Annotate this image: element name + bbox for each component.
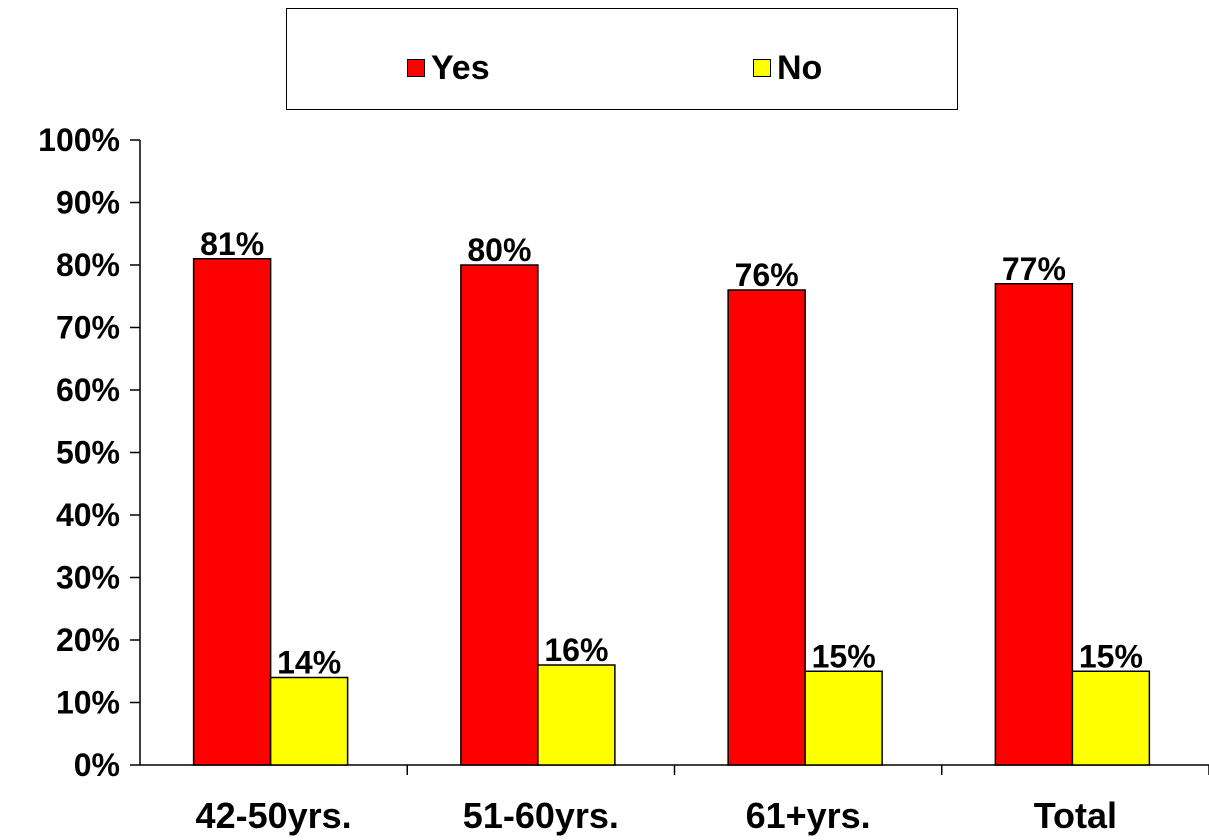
x-tick-label: 42-50yrs. [196,795,352,836]
data-label-yes: 77% [1002,251,1066,287]
y-tick-label: 80% [56,247,120,283]
data-label-no: 16% [544,632,608,668]
legend-item-no: No [753,51,822,85]
legend-label-yes: Yes [431,49,490,87]
bar-no [1071,670,1151,766]
data-label-no: 15% [1079,638,1143,674]
bar-yes [192,258,272,766]
x-tick-label: 51-60yrs. [463,795,619,836]
data-label-no: 15% [812,638,876,674]
bar-yes [994,283,1074,766]
y-tick-label: 70% [56,310,120,346]
y-tick-label: 10% [56,685,120,721]
y-tick-label: 20% [56,622,120,658]
legend-label-no: No [777,49,823,87]
bar-yes [460,264,539,766]
y-tick-label: 50% [56,435,120,471]
data-label-yes: 80% [467,232,531,268]
data-label-yes: 76% [735,257,799,293]
x-tick-label: Total [1034,795,1117,836]
legend: Yes No [286,8,958,110]
data-label-no: 14% [277,645,341,681]
bar-no [537,664,616,766]
bar-yes [727,289,806,766]
legend-swatch-yes [407,59,425,77]
bar-no [804,670,883,766]
legend-item-yes: Yes [407,51,490,85]
y-tick-label: 40% [56,497,120,533]
y-tick-label: 100% [38,122,120,158]
data-label-yes: 81% [200,226,264,262]
x-tick-label: 61+yrs. [746,795,871,836]
y-tick-label: 60% [56,372,120,408]
y-tick-label: 0% [74,747,120,783]
bar-no [269,676,349,766]
y-tick-label: 90% [56,185,120,221]
legend-swatch-no [753,59,771,77]
y-tick-label: 30% [56,560,120,596]
